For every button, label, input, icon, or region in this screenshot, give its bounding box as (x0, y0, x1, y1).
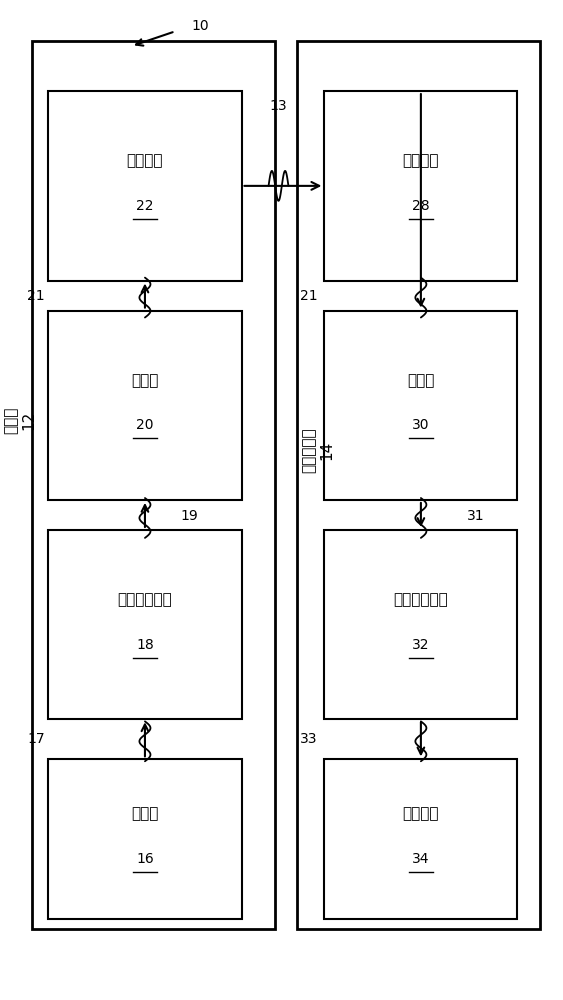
FancyBboxPatch shape (32, 41, 275, 929)
Text: 34: 34 (412, 852, 430, 866)
FancyBboxPatch shape (48, 530, 242, 719)
FancyBboxPatch shape (297, 41, 539, 929)
Text: 通信接口: 通信接口 (127, 153, 163, 168)
Text: 28: 28 (412, 199, 430, 213)
Text: 编码器: 编码器 (131, 373, 159, 388)
Text: 10: 10 (192, 19, 209, 33)
Text: 解码器: 解码器 (407, 373, 435, 388)
FancyBboxPatch shape (48, 91, 242, 281)
Text: 图片预处理器: 图片预处理器 (118, 592, 172, 607)
Text: 通信接口: 通信接口 (403, 153, 439, 168)
FancyBboxPatch shape (324, 759, 517, 919)
Text: 源设备
12: 源设备 12 (3, 407, 36, 434)
Text: 30: 30 (412, 418, 430, 432)
Text: 31: 31 (467, 509, 485, 523)
Text: 21: 21 (300, 289, 318, 303)
Text: 33: 33 (300, 732, 318, 746)
Text: 19: 19 (180, 509, 198, 523)
FancyBboxPatch shape (324, 311, 517, 500)
Text: 显示设备: 显示设备 (403, 807, 439, 822)
Text: 21: 21 (28, 289, 45, 303)
FancyBboxPatch shape (324, 530, 517, 719)
Text: 图片源: 图片源 (131, 807, 159, 822)
FancyBboxPatch shape (48, 759, 242, 919)
Text: 32: 32 (412, 638, 430, 652)
Text: 16: 16 (136, 852, 154, 866)
Text: 18: 18 (136, 638, 154, 652)
Text: 20: 20 (136, 418, 154, 432)
Text: 22: 22 (136, 199, 154, 213)
Text: 图片后处理器: 图片后处理器 (394, 592, 448, 607)
Text: 13: 13 (270, 99, 287, 113)
FancyBboxPatch shape (324, 91, 517, 281)
FancyBboxPatch shape (48, 311, 242, 500)
Text: 17: 17 (28, 732, 45, 746)
Text: 目的地设备
14: 目的地设备 14 (301, 427, 334, 473)
